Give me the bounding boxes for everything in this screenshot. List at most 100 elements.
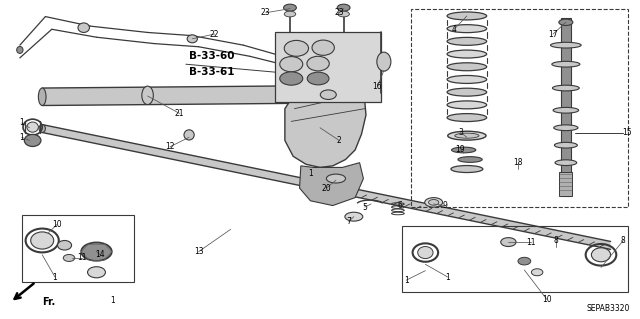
Ellipse shape	[458, 157, 482, 162]
Ellipse shape	[447, 114, 486, 122]
Text: 22: 22	[210, 30, 220, 39]
Ellipse shape	[418, 247, 433, 259]
Ellipse shape	[452, 147, 476, 153]
Bar	[561, 18, 571, 196]
Text: Fr.: Fr.	[42, 297, 56, 308]
Text: 1: 1	[308, 169, 313, 178]
Text: 1: 1	[404, 276, 408, 285]
Ellipse shape	[555, 160, 577, 166]
Ellipse shape	[307, 72, 329, 85]
Ellipse shape	[337, 4, 350, 11]
Ellipse shape	[447, 37, 486, 45]
Ellipse shape	[63, 255, 75, 262]
Ellipse shape	[81, 242, 112, 261]
Text: 12: 12	[165, 142, 175, 151]
Ellipse shape	[447, 88, 486, 96]
Bar	[275, 33, 381, 102]
Ellipse shape	[17, 47, 23, 53]
Ellipse shape	[338, 11, 349, 17]
Ellipse shape	[88, 267, 106, 278]
Text: 8: 8	[621, 236, 626, 245]
Ellipse shape	[451, 166, 483, 173]
Ellipse shape	[326, 174, 346, 183]
Ellipse shape	[554, 125, 578, 130]
Ellipse shape	[24, 134, 41, 146]
Text: 1: 1	[19, 118, 24, 128]
Text: B-33-60: B-33-60	[189, 51, 235, 61]
Ellipse shape	[38, 88, 46, 106]
Text: 10: 10	[52, 220, 61, 229]
Ellipse shape	[591, 248, 611, 262]
Ellipse shape	[284, 11, 296, 17]
Text: 19: 19	[456, 145, 465, 154]
Ellipse shape	[518, 257, 531, 265]
Text: 7: 7	[346, 217, 351, 226]
Text: 4: 4	[452, 25, 456, 34]
Text: 8: 8	[554, 236, 559, 245]
Text: 1: 1	[110, 296, 115, 305]
Ellipse shape	[27, 122, 38, 132]
Bar	[412, 9, 628, 207]
Bar	[22, 215, 134, 282]
Text: 10: 10	[542, 295, 552, 304]
Ellipse shape	[429, 199, 439, 205]
Text: 11: 11	[526, 238, 536, 247]
Ellipse shape	[187, 35, 197, 43]
Ellipse shape	[447, 63, 486, 71]
Ellipse shape	[425, 197, 443, 207]
Ellipse shape	[448, 131, 486, 140]
Ellipse shape	[552, 85, 579, 91]
Ellipse shape	[78, 23, 90, 33]
Ellipse shape	[500, 238, 516, 247]
Ellipse shape	[320, 90, 336, 100]
Ellipse shape	[58, 241, 72, 250]
Ellipse shape	[447, 50, 486, 58]
Ellipse shape	[345, 212, 363, 221]
Ellipse shape	[184, 130, 194, 140]
Text: SEPAB3320: SEPAB3320	[586, 304, 630, 313]
Text: 5: 5	[362, 203, 367, 211]
Text: 1: 1	[445, 272, 450, 281]
Text: 21: 21	[175, 109, 184, 118]
Ellipse shape	[280, 56, 303, 72]
Text: 17: 17	[548, 30, 558, 39]
Polygon shape	[285, 87, 366, 167]
Text: 2: 2	[337, 136, 342, 145]
Text: 1: 1	[52, 272, 58, 281]
Ellipse shape	[31, 232, 54, 249]
Ellipse shape	[447, 101, 486, 109]
Ellipse shape	[552, 61, 580, 67]
Polygon shape	[300, 163, 364, 205]
Bar	[402, 226, 628, 292]
Text: 11: 11	[77, 254, 87, 263]
Text: 13: 13	[194, 247, 204, 256]
Ellipse shape	[142, 86, 154, 105]
Text: 18: 18	[513, 158, 523, 167]
Text: 23: 23	[334, 8, 344, 17]
Text: 23: 23	[261, 8, 271, 17]
Ellipse shape	[550, 42, 581, 48]
Text: 3: 3	[458, 128, 463, 137]
Text: 15: 15	[621, 128, 631, 137]
Ellipse shape	[455, 133, 479, 138]
Text: 20: 20	[321, 184, 331, 193]
Ellipse shape	[553, 108, 579, 113]
Text: B-33-61: B-33-61	[189, 67, 235, 77]
Ellipse shape	[39, 124, 45, 132]
Ellipse shape	[559, 19, 573, 26]
Polygon shape	[42, 124, 611, 249]
Bar	[559, 172, 572, 196]
Text: 16: 16	[372, 82, 382, 91]
Text: 14: 14	[95, 250, 104, 259]
Ellipse shape	[531, 269, 543, 276]
Ellipse shape	[447, 12, 486, 20]
Ellipse shape	[377, 52, 391, 71]
Ellipse shape	[312, 40, 334, 55]
Ellipse shape	[280, 72, 303, 85]
Text: 6: 6	[397, 201, 403, 210]
Ellipse shape	[554, 142, 577, 148]
Ellipse shape	[447, 25, 486, 33]
Ellipse shape	[284, 4, 296, 11]
Ellipse shape	[307, 56, 329, 71]
Text: 9: 9	[442, 201, 447, 210]
